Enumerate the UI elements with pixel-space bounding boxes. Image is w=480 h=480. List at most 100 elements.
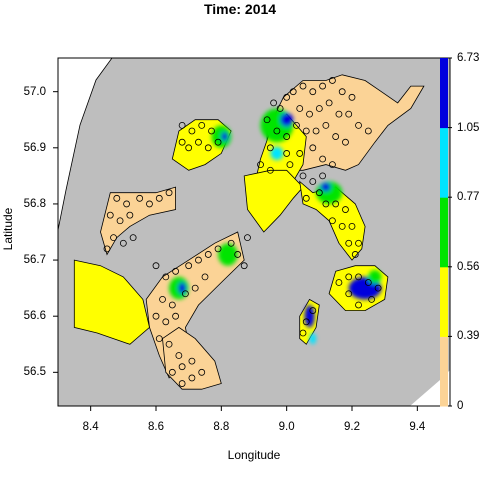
colorbar-band (440, 197, 448, 268)
station-marker (319, 155, 327, 163)
station-marker (328, 217, 336, 225)
station-marker (276, 105, 284, 112)
station-marker (283, 133, 291, 140)
hotspot-13 (309, 333, 317, 345)
station-marker (152, 262, 160, 270)
station-marker (244, 234, 251, 242)
station-marker (332, 133, 340, 140)
station-marker (328, 77, 336, 84)
x-tick-label: 9.4 (409, 421, 426, 433)
y-tick-label: 56.9 (23, 141, 46, 154)
station-marker (152, 312, 160, 320)
y-tick-label: 56.6 (23, 310, 46, 323)
station-marker (355, 239, 362, 247)
station-marker (364, 279, 372, 286)
station-marker (309, 88, 317, 96)
station-marker (345, 110, 353, 118)
station-marker (227, 239, 235, 247)
station-marker (178, 138, 186, 146)
station-marker (319, 172, 327, 180)
station-marker (332, 200, 340, 208)
station-marker (188, 357, 196, 365)
colorbar-band (440, 127, 448, 198)
station-marker (345, 239, 353, 247)
station-marker (338, 222, 346, 230)
station-marker (322, 121, 330, 129)
station-marker (286, 161, 294, 169)
hotspot-1 (280, 113, 294, 127)
hotspot-6 (320, 182, 331, 192)
station-marker (181, 290, 189, 298)
station-marker (289, 88, 297, 96)
station-marker (342, 206, 349, 213)
station-marker (309, 178, 317, 185)
station-marker (342, 138, 349, 146)
colorbar-band (440, 336, 448, 407)
colorbar (440, 57, 452, 407)
station-marker (178, 121, 186, 129)
hotspot-9 (218, 243, 238, 266)
station-marker (129, 234, 137, 242)
station-marker (159, 295, 166, 303)
station-marker (155, 194, 163, 202)
station-marker (126, 211, 134, 219)
station-marker (113, 194, 121, 202)
station-marker (312, 127, 320, 135)
station-marker (266, 166, 274, 174)
hotspot-2 (270, 146, 284, 161)
station-marker (283, 93, 291, 101)
station-marker (214, 245, 222, 253)
hotspot-8 (178, 282, 187, 294)
chart-title: Time: 2014 (203, 1, 277, 17)
station-marker (302, 194, 310, 202)
colorbar-tick-label: 0.77 (457, 191, 480, 204)
station-marker (355, 121, 362, 129)
y-tick-label: 56.7 (23, 254, 46, 267)
x-axis-label: Longitude (227, 448, 281, 462)
hotspot-3 (211, 125, 232, 148)
x-tick-label: 9.2 (344, 421, 360, 433)
station-marker (198, 368, 206, 376)
station-marker (185, 144, 193, 152)
station-marker (266, 144, 274, 152)
station-marker (299, 172, 307, 180)
station-marker (348, 222, 356, 230)
station-marker (123, 200, 130, 208)
station-marker (188, 374, 196, 382)
station-marker (335, 110, 343, 118)
station-marker (214, 138, 222, 146)
station-marker (293, 121, 300, 129)
station-marker (178, 363, 186, 371)
open-sea-northwest (58, 58, 113, 231)
station-marker (168, 301, 176, 309)
station-marker (309, 307, 317, 314)
station-marker (299, 329, 307, 337)
region-central-fjord (243, 169, 304, 233)
station-marker (155, 335, 163, 343)
concentration-hotspots (169, 108, 382, 345)
station-marker (165, 340, 173, 348)
station-marker (195, 256, 202, 264)
station-marker (345, 290, 353, 298)
station-marker (257, 161, 264, 169)
station-marker (188, 127, 196, 135)
station-marker (270, 99, 278, 107)
station-marker (191, 284, 199, 292)
station-marker (325, 99, 333, 107)
station-marker (319, 82, 327, 90)
station-marker (351, 251, 359, 258)
colorbar-band (440, 58, 448, 129)
station-marker (116, 217, 124, 225)
station-marker (208, 127, 215, 135)
station-marker (348, 93, 356, 101)
station-marker (178, 380, 186, 387)
x-tick-label: 8.8 (213, 421, 230, 433)
station-marker (283, 150, 291, 157)
station-marker (162, 273, 170, 281)
station-marker (195, 138, 202, 146)
station-marker (309, 144, 317, 152)
station-marker (364, 127, 372, 135)
station-marker (322, 200, 330, 208)
station-marker (185, 262, 193, 270)
station-marker (306, 110, 313, 118)
